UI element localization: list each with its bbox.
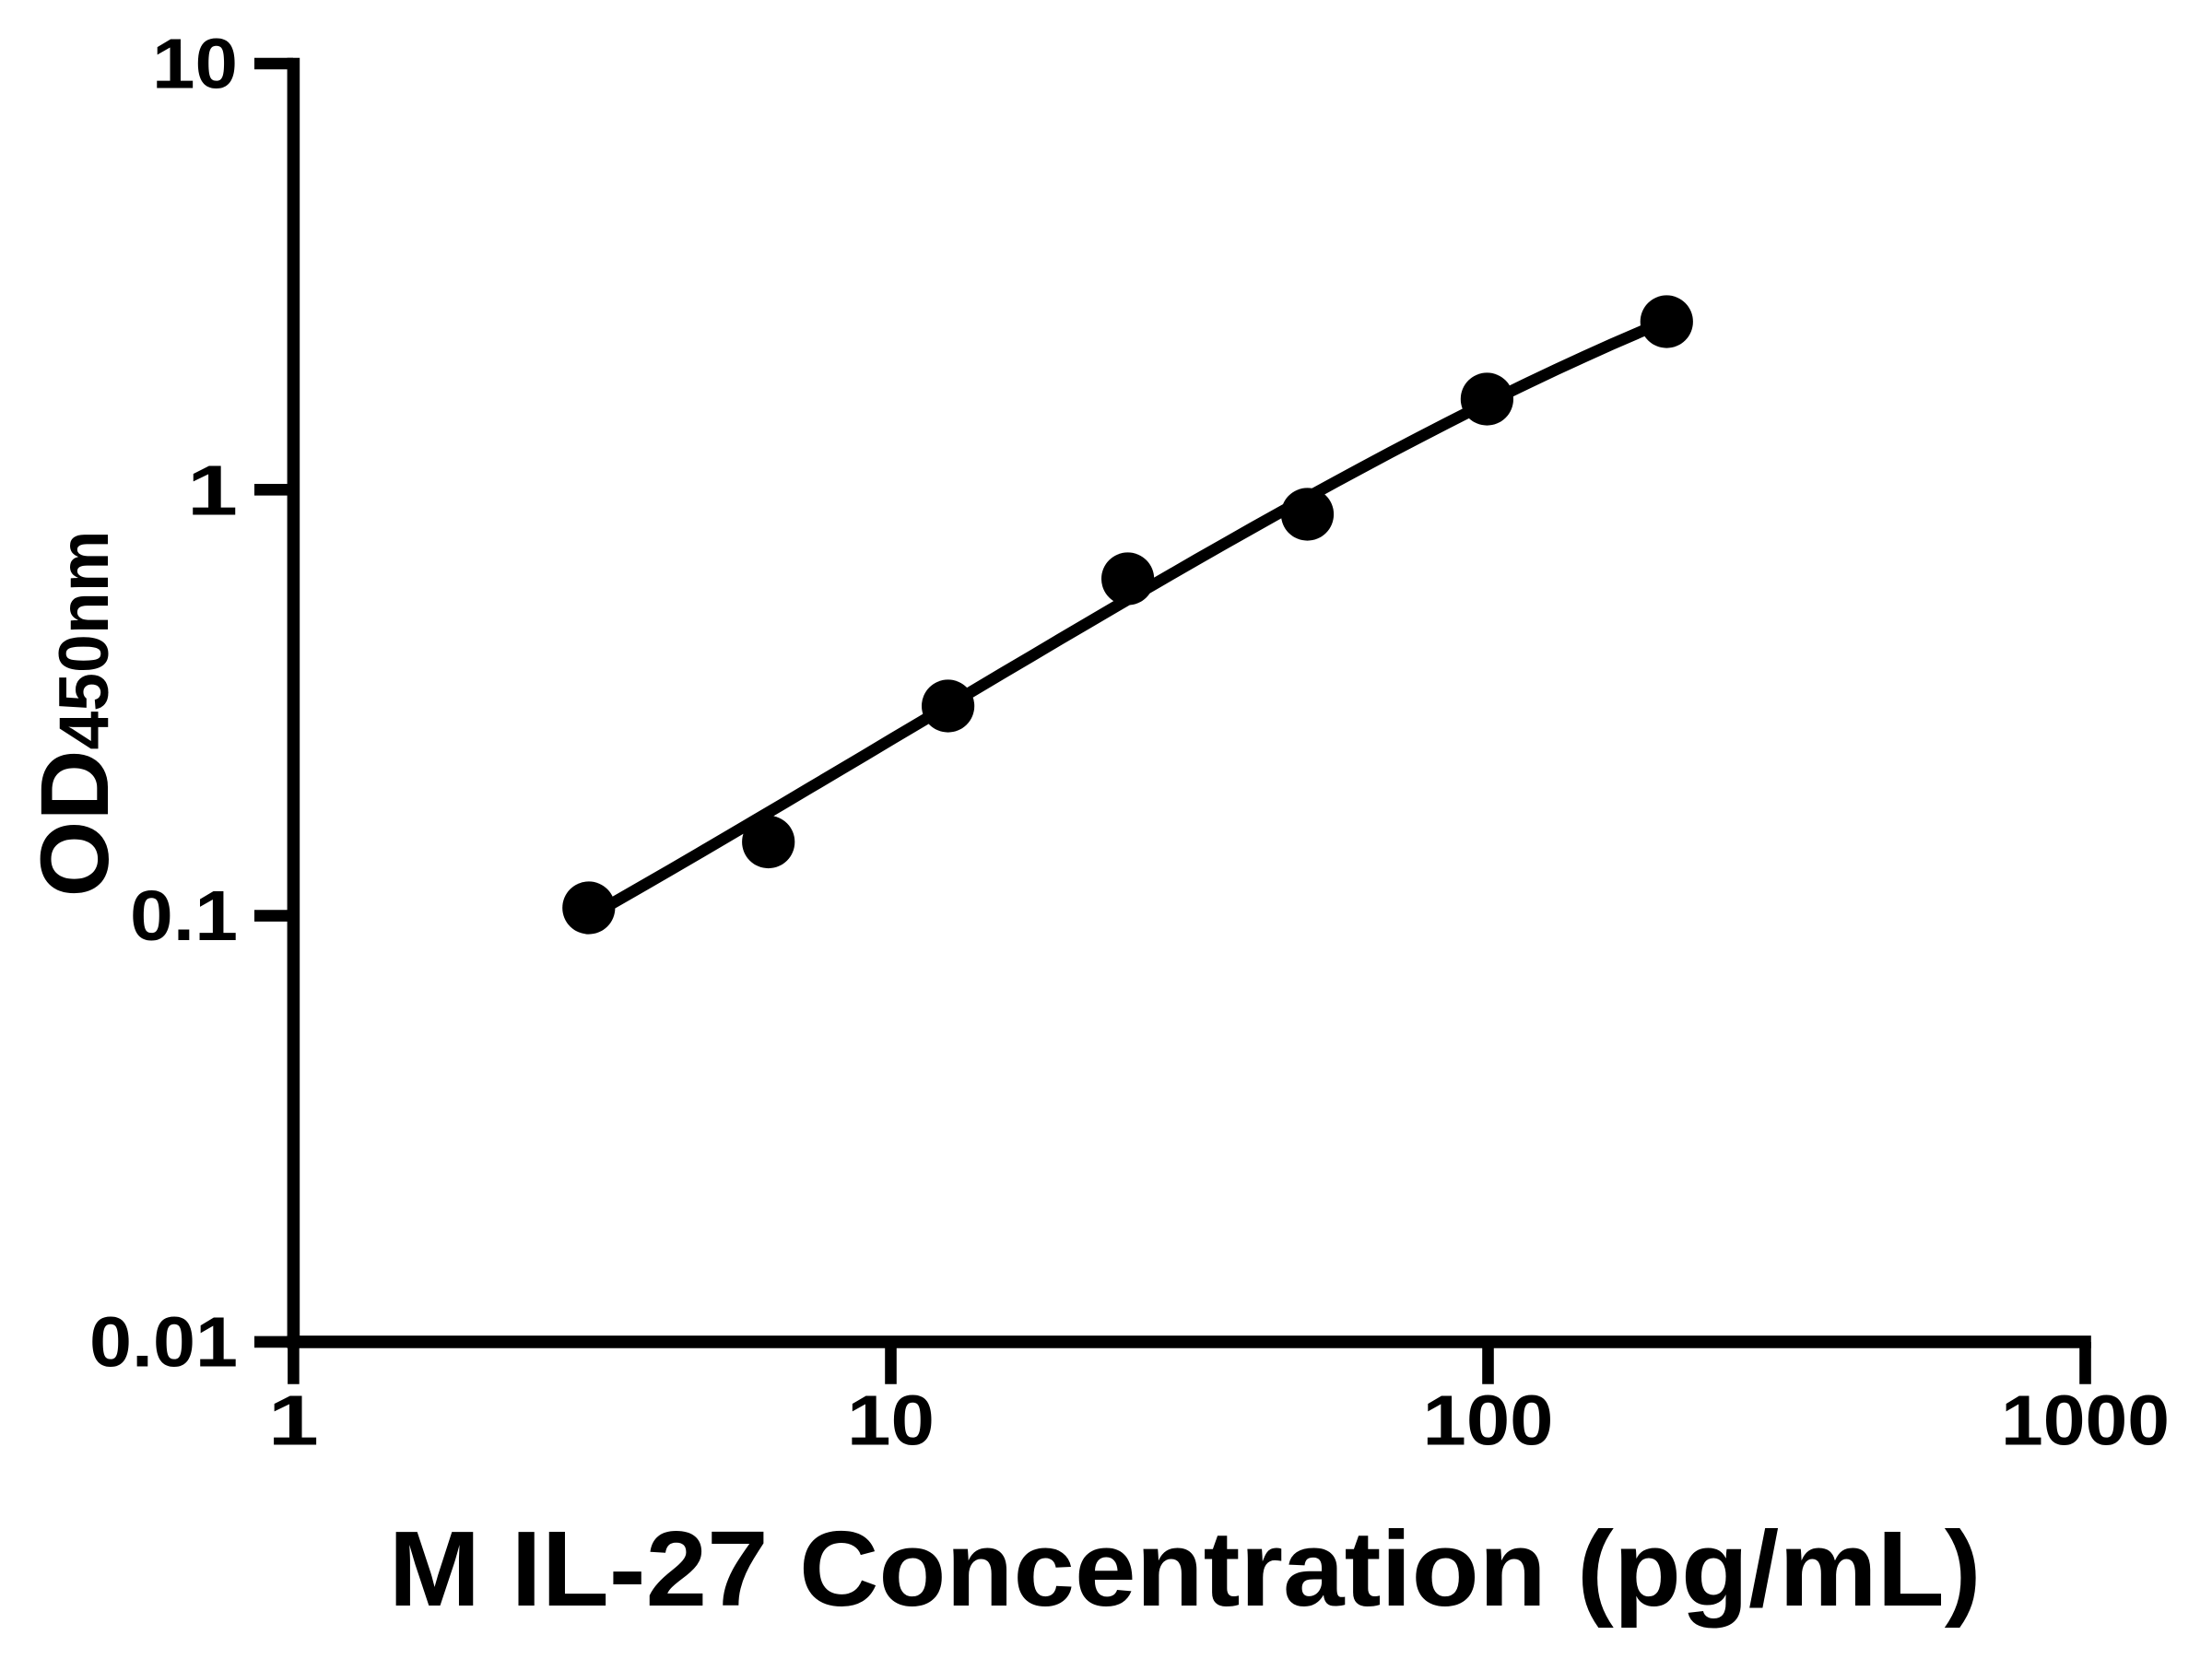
svg-text:10: 10 [847,1382,935,1461]
svg-text:0.01: 0.01 [89,1302,238,1382]
svg-text:1: 1 [268,1382,319,1461]
svg-text:450nm: 450nm [45,531,124,750]
svg-text:1: 1 [187,451,238,530]
svg-text:100: 100 [1423,1382,1554,1461]
svg-text:OD: OD [21,750,129,898]
svg-text:M IL-27 Concentration (pg/mL): M IL-27 Concentration (pg/mL) [389,1509,1982,1629]
svg-text:10: 10 [152,25,238,104]
svg-text:0.1: 0.1 [130,877,238,956]
svg-text:1000: 1000 [2001,1382,2170,1461]
